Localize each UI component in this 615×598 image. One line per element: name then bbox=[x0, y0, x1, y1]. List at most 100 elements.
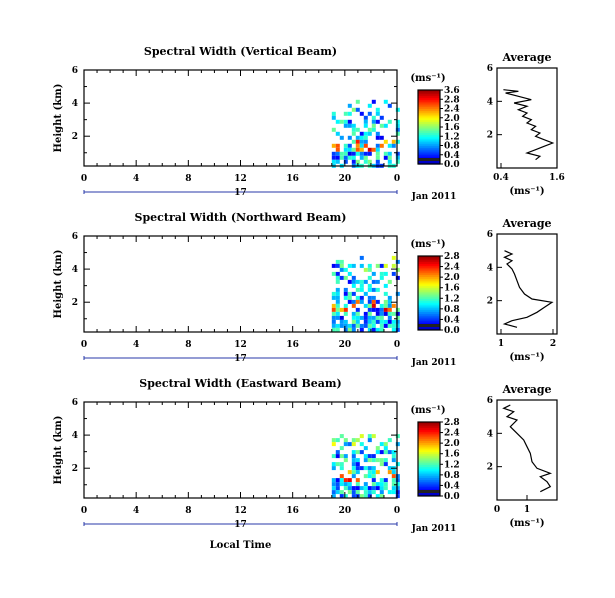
colorbar-segment bbox=[418, 305, 440, 309]
x-axis-label: Local Time bbox=[210, 540, 272, 551]
heatmap-cell bbox=[359, 135, 364, 140]
heatmap-cell bbox=[375, 279, 380, 284]
heatmap-cell bbox=[387, 143, 392, 148]
heatmap-cell bbox=[395, 434, 400, 439]
heatmap-cell bbox=[335, 119, 340, 124]
heatmap-cell bbox=[387, 159, 392, 164]
heatmap-cell bbox=[355, 279, 360, 284]
colorbar-segment bbox=[418, 438, 440, 441]
colorbar-segment bbox=[418, 328, 440, 331]
colorbar-tick-label: 2.8 bbox=[444, 252, 460, 262]
heatmap-cell bbox=[375, 458, 380, 463]
x-tick-label: 4 bbox=[133, 174, 139, 184]
heatmap-cell bbox=[331, 454, 336, 459]
heatmap-cell bbox=[331, 127, 336, 132]
heatmap-cell bbox=[351, 123, 356, 128]
colorbar-segment bbox=[418, 117, 440, 121]
heatmap-cell bbox=[379, 482, 384, 487]
heatmap-cell bbox=[379, 263, 384, 268]
day-label: 17 bbox=[234, 188, 247, 198]
heatmap-cell bbox=[331, 323, 336, 328]
x-tick-label: 0 bbox=[81, 506, 87, 516]
heatmap-cell bbox=[363, 135, 368, 140]
heatmap-cell bbox=[359, 287, 364, 292]
colorbar-segment bbox=[418, 289, 440, 292]
heatmap-cell bbox=[367, 490, 372, 495]
colorbar-segment bbox=[418, 162, 440, 165]
heatmap-cell bbox=[395, 159, 400, 164]
heatmap-cell bbox=[367, 315, 372, 320]
heatmap-cell bbox=[343, 267, 348, 272]
heatmap-cell bbox=[363, 474, 368, 479]
heatmap-cell bbox=[383, 458, 388, 463]
heatmap-cell bbox=[375, 135, 380, 140]
heatmap-cell bbox=[355, 466, 360, 471]
colorbar-label: (ms⁻¹) bbox=[410, 73, 445, 84]
average-profile-line bbox=[503, 89, 555, 161]
heatmap-cell bbox=[339, 119, 344, 124]
heatmap-cell bbox=[359, 155, 364, 160]
panel-2: Spectral Width (Northward Beam)0 4 8 12 16 20… bbox=[53, 211, 558, 368]
heatmap-cell bbox=[391, 303, 396, 308]
heatmap-cell bbox=[371, 99, 376, 104]
heatmap-cell bbox=[339, 315, 344, 320]
heatmap-cell bbox=[363, 454, 368, 459]
colorbar-tick-label: 1.2 bbox=[444, 132, 460, 142]
heatmap-cell bbox=[391, 139, 396, 144]
colorbar-segment bbox=[418, 115, 440, 119]
heatmap-cell bbox=[359, 139, 364, 144]
colorbar-segment bbox=[418, 302, 440, 305]
heatmap-cell bbox=[379, 462, 384, 467]
heatmap-cell bbox=[347, 271, 352, 276]
heatmap-cell bbox=[335, 450, 340, 455]
x-tick-label: 20 bbox=[339, 174, 352, 184]
heatmap-cell bbox=[331, 438, 336, 443]
heatmap-cell bbox=[375, 287, 380, 292]
average-x-tick-label: 1 bbox=[498, 339, 504, 349]
heatmap-cell bbox=[339, 135, 344, 140]
x-tick-label: 4 bbox=[133, 340, 139, 350]
heatmap-cell bbox=[363, 486, 368, 491]
colorbar-low-band bbox=[418, 324, 440, 327]
colorbar-segment bbox=[418, 470, 440, 473]
heatmap-cell bbox=[371, 323, 376, 328]
heatmap-cell bbox=[347, 482, 352, 487]
heatmap-cell bbox=[355, 458, 360, 463]
colorbar-tick-label: 1.2 bbox=[444, 294, 460, 304]
average-panel: Average 2 4 6 0.4 1.6 (ms⁻¹) bbox=[487, 51, 565, 197]
colorbar-segment bbox=[418, 280, 440, 283]
heatmap-cell bbox=[355, 295, 360, 300]
heatmap-cell bbox=[359, 434, 364, 439]
y-tick-label: 2 bbox=[72, 132, 78, 142]
colorbar-segment bbox=[418, 326, 440, 329]
colorbar-segment bbox=[418, 263, 440, 266]
heatmap-cell bbox=[351, 442, 356, 447]
heatmap-cell bbox=[347, 151, 352, 156]
heatmap-cell bbox=[367, 127, 372, 132]
heatmap-cell bbox=[355, 486, 360, 491]
heatmap-cell bbox=[375, 263, 380, 268]
average-panel: Average 2 4 6 0 1 (ms⁻¹) bbox=[487, 383, 558, 529]
heatmap-cell bbox=[379, 494, 384, 499]
heatmap-cell bbox=[331, 115, 336, 120]
average-y-tick-label: 4 bbox=[487, 429, 493, 439]
heatmap-cell bbox=[391, 143, 396, 148]
heatmap-cell bbox=[367, 147, 372, 152]
heatmap-cell bbox=[339, 454, 344, 459]
heatmap-cell bbox=[383, 311, 388, 316]
colorbar-frame bbox=[417, 255, 441, 331]
heatmap-cell bbox=[347, 155, 352, 160]
colorbar-segment bbox=[418, 91, 440, 95]
heatmap-cell bbox=[371, 466, 376, 471]
heatmap-cell bbox=[371, 319, 376, 324]
y-tick-label: 6 bbox=[72, 398, 78, 408]
heatmap-cell bbox=[339, 267, 344, 272]
heatmap-cell bbox=[367, 295, 372, 300]
heatmap-cell bbox=[347, 263, 352, 268]
heatmap-cell bbox=[331, 303, 336, 308]
heatmap-cell bbox=[343, 486, 348, 491]
heatmap-cell bbox=[395, 155, 400, 160]
heatmap-cell bbox=[355, 482, 360, 487]
heatmap-cell bbox=[339, 482, 344, 487]
heatmap-cell bbox=[351, 147, 356, 152]
